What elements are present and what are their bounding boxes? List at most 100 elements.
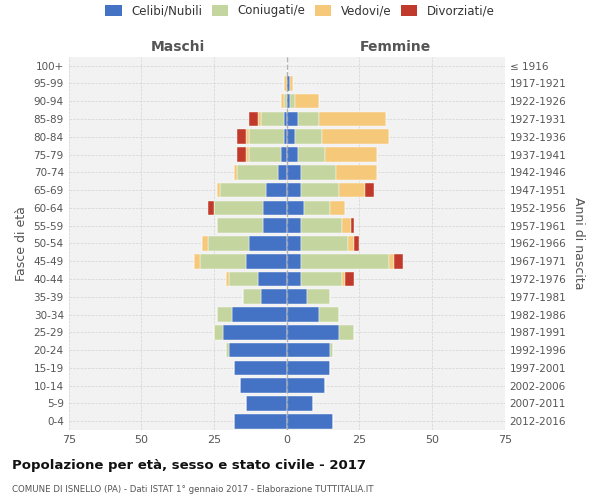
- Bar: [389, 254, 394, 268]
- Bar: [287, 94, 290, 108]
- Text: Maschi: Maschi: [151, 40, 205, 54]
- Bar: [284, 94, 287, 108]
- Bar: [325, 148, 377, 162]
- Bar: [287, 148, 298, 162]
- Bar: [351, 218, 353, 233]
- Bar: [287, 183, 301, 198]
- Bar: [287, 272, 301, 286]
- Bar: [266, 183, 287, 198]
- Bar: [304, 200, 331, 215]
- Bar: [229, 272, 257, 286]
- Bar: [263, 200, 287, 215]
- Bar: [278, 165, 287, 180]
- Bar: [217, 308, 232, 322]
- Bar: [287, 254, 301, 268]
- Bar: [295, 94, 319, 108]
- Bar: [243, 290, 260, 304]
- Bar: [331, 343, 333, 357]
- Bar: [214, 200, 263, 215]
- Y-axis label: Anni di nascita: Anni di nascita: [572, 197, 585, 290]
- Bar: [301, 165, 336, 180]
- Bar: [229, 343, 287, 357]
- Bar: [223, 325, 287, 340]
- Bar: [339, 183, 365, 198]
- Bar: [238, 130, 246, 144]
- Bar: [249, 130, 284, 144]
- Bar: [298, 112, 319, 126]
- Bar: [194, 254, 200, 268]
- Bar: [202, 236, 208, 250]
- Bar: [339, 325, 353, 340]
- Text: COMUNE DI ISNELLO (PA) - Dati ISTAT 1° gennaio 2017 - Elaborazione TUTTITALIA.IT: COMUNE DI ISNELLO (PA) - Dati ISTAT 1° g…: [12, 485, 373, 494]
- Bar: [345, 272, 353, 286]
- Bar: [220, 183, 266, 198]
- Text: Femmine: Femmine: [360, 40, 431, 54]
- Bar: [301, 218, 342, 233]
- Bar: [290, 76, 293, 90]
- Bar: [284, 76, 287, 90]
- Bar: [240, 378, 287, 393]
- Bar: [287, 308, 319, 322]
- Bar: [235, 165, 238, 180]
- Bar: [246, 396, 287, 411]
- Bar: [235, 414, 287, 428]
- Bar: [322, 130, 389, 144]
- Bar: [284, 130, 287, 144]
- Bar: [287, 112, 298, 126]
- Bar: [246, 254, 287, 268]
- Bar: [331, 200, 345, 215]
- Bar: [287, 360, 331, 375]
- Bar: [238, 165, 278, 180]
- Bar: [249, 148, 281, 162]
- Bar: [287, 76, 290, 90]
- Bar: [287, 200, 304, 215]
- Bar: [287, 378, 325, 393]
- Bar: [301, 272, 342, 286]
- Bar: [319, 112, 386, 126]
- Bar: [200, 254, 246, 268]
- Bar: [284, 112, 287, 126]
- Bar: [287, 290, 307, 304]
- Bar: [301, 236, 348, 250]
- Bar: [301, 183, 339, 198]
- Bar: [260, 112, 284, 126]
- Bar: [295, 130, 322, 144]
- Bar: [287, 325, 339, 340]
- Bar: [257, 272, 287, 286]
- Bar: [353, 236, 359, 250]
- Bar: [217, 183, 220, 198]
- Bar: [249, 236, 287, 250]
- Bar: [287, 130, 295, 144]
- Bar: [342, 272, 345, 286]
- Bar: [238, 148, 246, 162]
- Legend: Celibi/Nubili, Coniugati/e, Vedovi/e, Divorziati/e: Celibi/Nubili, Coniugati/e, Vedovi/e, Di…: [101, 1, 499, 21]
- Bar: [287, 414, 333, 428]
- Bar: [232, 308, 287, 322]
- Y-axis label: Fasce di età: Fasce di età: [15, 206, 28, 281]
- Bar: [281, 94, 284, 108]
- Bar: [365, 183, 374, 198]
- Bar: [246, 148, 249, 162]
- Bar: [348, 236, 353, 250]
- Bar: [281, 148, 287, 162]
- Bar: [287, 236, 301, 250]
- Bar: [257, 112, 260, 126]
- Bar: [287, 165, 301, 180]
- Bar: [260, 290, 287, 304]
- Bar: [249, 112, 257, 126]
- Bar: [287, 396, 313, 411]
- Bar: [301, 254, 389, 268]
- Bar: [342, 218, 351, 233]
- Bar: [319, 308, 339, 322]
- Bar: [214, 325, 223, 340]
- Bar: [208, 200, 214, 215]
- Bar: [226, 272, 229, 286]
- Bar: [394, 254, 403, 268]
- Bar: [336, 165, 377, 180]
- Bar: [263, 218, 287, 233]
- Bar: [290, 94, 295, 108]
- Bar: [226, 343, 229, 357]
- Bar: [217, 218, 263, 233]
- Bar: [246, 130, 249, 144]
- Text: Popolazione per età, sesso e stato civile - 2017: Popolazione per età, sesso e stato civil…: [12, 460, 366, 472]
